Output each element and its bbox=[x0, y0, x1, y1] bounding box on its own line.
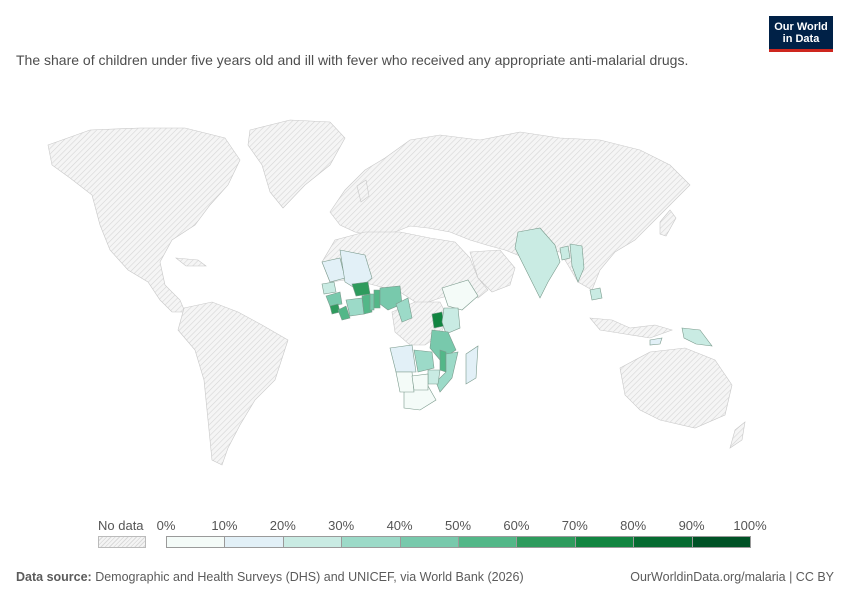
legend-bin bbox=[458, 536, 518, 548]
legend-bin bbox=[282, 536, 343, 548]
british-isles bbox=[356, 179, 370, 203]
legend-tick-label: 20% bbox=[269, 518, 296, 533]
country-mozambique[interactable] bbox=[435, 351, 459, 393]
colored-countries bbox=[321, 227, 713, 411]
country-botswana[interactable] bbox=[411, 373, 429, 391]
country-kenya[interactable] bbox=[441, 307, 461, 335]
legend-no-data-swatch bbox=[98, 536, 146, 548]
legend-bin bbox=[341, 536, 401, 548]
north-america bbox=[47, 127, 241, 313]
arabian-peninsula bbox=[469, 249, 516, 293]
legend-bin bbox=[166, 536, 226, 548]
new-zealand bbox=[729, 421, 746, 449]
country-ethiopia[interactable] bbox=[441, 279, 479, 311]
greenland bbox=[247, 119, 346, 209]
legend-tick-label: 100% bbox=[733, 518, 767, 533]
data-source-label: Data source: bbox=[16, 570, 92, 584]
country-myanmar[interactable] bbox=[569, 243, 585, 283]
country-malawi[interactable] bbox=[439, 349, 447, 373]
legend-no-data-label: No data bbox=[98, 518, 144, 533]
legend-tick-label: 50% bbox=[444, 518, 472, 533]
legend-tick-label: 60% bbox=[503, 518, 530, 533]
south-america bbox=[177, 301, 289, 466]
chart-subtitle: The share of children under five years o… bbox=[16, 52, 689, 68]
legend-bin bbox=[691, 536, 751, 548]
data-source-text: Demographic and Health Surveys (DHS) and… bbox=[91, 570, 524, 584]
country-zambia[interactable] bbox=[413, 349, 435, 373]
country-india[interactable] bbox=[514, 227, 561, 299]
caribbean bbox=[175, 257, 207, 267]
indonesia bbox=[589, 317, 673, 339]
country-papua-new-guinea[interactable] bbox=[681, 327, 713, 347]
country-ghana[interactable] bbox=[361, 293, 373, 315]
country-bangladesh[interactable] bbox=[559, 245, 571, 261]
country-namibia[interactable] bbox=[395, 371, 415, 393]
logo-line-2: in Data bbox=[782, 33, 820, 45]
country-cambodia[interactable] bbox=[589, 287, 603, 301]
owid-logo[interactable]: Our World in Data bbox=[769, 16, 833, 52]
country-zimbabwe[interactable] bbox=[427, 369, 441, 385]
country-senegal[interactable] bbox=[321, 281, 337, 295]
legend-tick-label: 40% bbox=[386, 518, 413, 533]
country-sierra-leone[interactable] bbox=[329, 303, 341, 315]
logo-line-1: Our World bbox=[774, 21, 828, 33]
eurasia bbox=[329, 131, 691, 291]
legend-bin bbox=[399, 536, 459, 548]
source-url-link[interactable]: OurWorldinData.org/malaria | CC BY bbox=[630, 570, 834, 584]
country-burkina-faso[interactable] bbox=[351, 281, 371, 297]
country-benin[interactable] bbox=[373, 289, 381, 309]
australia bbox=[619, 347, 733, 429]
country-liberia[interactable] bbox=[337, 305, 351, 321]
country-guinea[interactable] bbox=[325, 291, 343, 307]
country-angola[interactable] bbox=[389, 344, 417, 373]
legend-bin bbox=[516, 536, 576, 548]
japan bbox=[659, 209, 677, 237]
country-timor-leste[interactable] bbox=[649, 337, 663, 346]
legend-tick-label: 80% bbox=[620, 518, 647, 533]
legend-tick-label: 10% bbox=[211, 518, 238, 533]
legend-bin bbox=[224, 536, 284, 548]
country-cameroon[interactable] bbox=[395, 297, 413, 323]
country-madagascar[interactable] bbox=[465, 345, 479, 385]
legend-tick-label: 0% bbox=[156, 518, 176, 533]
legend-tick-label: 70% bbox=[561, 518, 588, 533]
country-togo[interactable] bbox=[369, 293, 375, 311]
no-data-landmass bbox=[47, 119, 746, 466]
legend-bin bbox=[574, 536, 635, 548]
legend-tick-label: 90% bbox=[678, 518, 705, 533]
legend-bin bbox=[633, 536, 693, 548]
data-source: Data source: Demographic and Health Surv… bbox=[16, 570, 524, 584]
legend-tick-label: 30% bbox=[328, 518, 355, 533]
